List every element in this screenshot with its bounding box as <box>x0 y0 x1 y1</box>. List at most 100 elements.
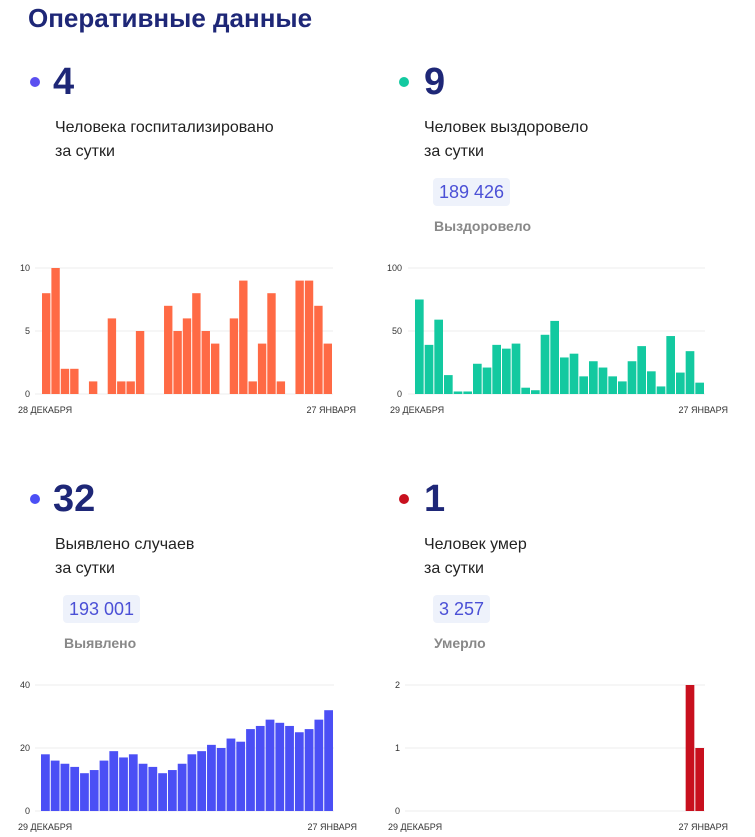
bar <box>463 391 472 394</box>
bar <box>695 748 704 811</box>
bar <box>164 305 173 394</box>
bar <box>226 738 236 811</box>
bar <box>267 293 276 394</box>
bar <box>502 348 511 394</box>
deaths-dot-icon <box>399 494 409 504</box>
bar <box>60 763 70 811</box>
bar <box>42 293 51 394</box>
bar <box>216 748 226 811</box>
bar <box>128 754 138 811</box>
bar <box>618 381 627 394</box>
bar <box>187 754 197 811</box>
bar <box>148 766 158 811</box>
recovered-dot-icon <box>399 77 409 87</box>
bar <box>88 381 98 394</box>
label-line1: Выявлено случаев <box>55 536 195 553</box>
y-tick-label: 40 <box>20 680 30 690</box>
label-line1: Человек умер <box>424 536 527 553</box>
bar <box>304 729 314 811</box>
bar <box>424 344 434 394</box>
deaths-label: Человек умер за сутки <box>424 533 527 581</box>
bar <box>492 344 501 394</box>
recovered-total: 189 426 <box>433 178 511 206</box>
bar <box>246 729 255 811</box>
bar <box>265 719 275 811</box>
bar <box>324 710 333 811</box>
bar <box>275 722 285 811</box>
x-start-label: 29 ДЕКАБРЯ <box>390 405 444 415</box>
recovered-label: Человек выздоровело за сутки <box>424 116 588 164</box>
x-end-label: 27 ЯНВАРЯ <box>307 822 357 832</box>
x-start-label: 28 ДЕКАБРЯ <box>18 405 72 415</box>
bar <box>197 751 207 811</box>
bar <box>647 371 656 394</box>
bar <box>51 268 60 394</box>
bar <box>511 343 521 394</box>
bar <box>531 390 540 394</box>
bar <box>107 318 117 394</box>
bar <box>119 757 128 811</box>
cases-total: 193 001 <box>63 595 141 623</box>
bar <box>295 280 304 394</box>
recovered-value: 9 <box>424 61 446 103</box>
bar <box>304 280 314 394</box>
bar <box>70 766 80 811</box>
bar <box>540 334 550 394</box>
bar <box>453 391 463 394</box>
bar <box>177 763 187 811</box>
bar <box>598 367 608 394</box>
bar <box>294 732 304 811</box>
bar <box>135 331 145 394</box>
bar <box>158 773 167 811</box>
y-tick-label: 10 <box>20 263 30 273</box>
bar <box>482 367 492 394</box>
deaths-value: 1 <box>424 478 446 520</box>
bar <box>138 763 148 811</box>
bar <box>109 751 119 811</box>
bar <box>207 744 216 811</box>
y-tick-label: 20 <box>20 743 30 753</box>
bar <box>285 725 294 811</box>
bar <box>89 770 99 811</box>
y-tick-label: 50 <box>392 326 402 336</box>
bar <box>569 353 579 394</box>
bar <box>255 725 265 811</box>
y-tick-label: 0 <box>395 806 400 816</box>
label-line2: за сутки <box>424 560 484 577</box>
x-end-label: 27 ЯНВАРЯ <box>678 405 728 415</box>
bar <box>656 386 666 394</box>
recovered-total-label: Выздоровело <box>434 218 532 234</box>
bar <box>314 719 324 811</box>
cases-dot-icon <box>30 494 40 504</box>
x-end-label: 27 ЯНВАРЯ <box>306 405 356 415</box>
bar <box>666 336 675 394</box>
deaths-total: 3 257 <box>433 595 491 623</box>
label-line2: за сутки <box>424 143 484 160</box>
label-line2: за сутки <box>55 560 115 577</box>
bar <box>627 361 637 394</box>
bar <box>314 305 323 394</box>
bar <box>80 773 89 811</box>
bar <box>695 382 704 394</box>
label-line1: Человек выздоровело <box>424 119 589 136</box>
bar <box>50 760 60 811</box>
bar <box>60 368 70 394</box>
bar <box>579 376 588 394</box>
bar <box>473 363 482 394</box>
bar <box>210 343 220 394</box>
bar <box>167 770 177 811</box>
bar <box>276 381 286 394</box>
hospitalized-dot-icon <box>30 77 40 87</box>
y-tick-label: 100 <box>387 263 402 273</box>
hospitalized-label: Человека госпитализировано за сутки <box>55 116 274 164</box>
bar <box>608 376 617 394</box>
deaths-total-label: Умерло <box>434 635 486 651</box>
bar <box>117 381 126 394</box>
bar <box>589 361 598 394</box>
x-end-label: 27 ЯНВАРЯ <box>678 822 728 832</box>
y-tick-label: 0 <box>397 389 402 399</box>
bar <box>192 293 201 394</box>
y-tick-label: 0 <box>25 389 30 399</box>
x-start-label: 29 ДЕКАБРЯ <box>18 822 72 832</box>
bar <box>248 381 257 394</box>
